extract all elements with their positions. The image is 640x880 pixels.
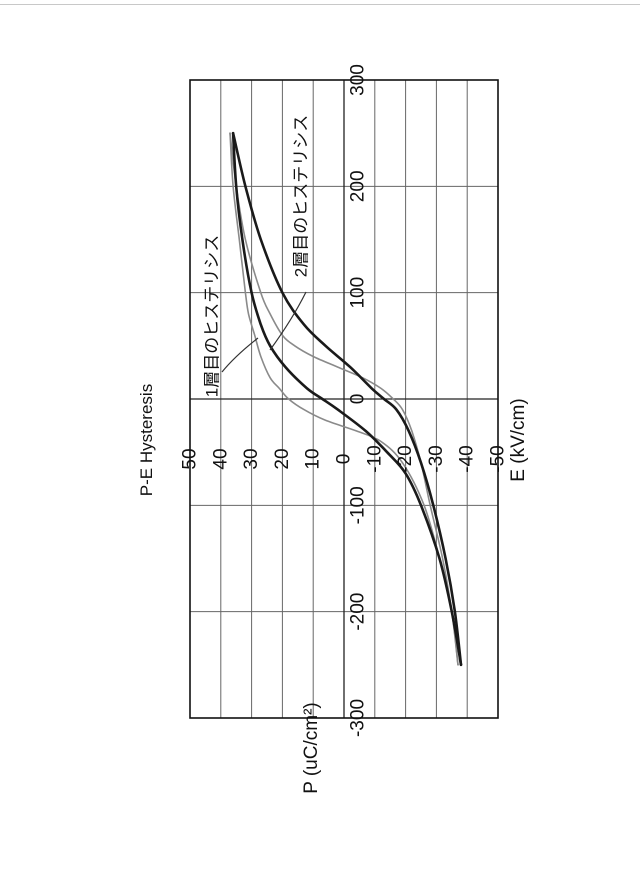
e-tick-label-2: -100: [348, 486, 369, 524]
top-border-line: [0, 4, 640, 5]
annotation-leader-1: [269, 291, 307, 351]
e-tick-label-3: 0: [348, 394, 369, 405]
annotation-leader-0: [221, 337, 259, 373]
p-tick-label-6: 10: [303, 448, 324, 469]
e-tick-label-6: 300: [348, 64, 369, 96]
p-tick-label-3: -20: [395, 445, 416, 472]
y-axis-label: P (uC/cm²): [301, 702, 322, 793]
annotation-label-1: 2層目のヒステリシス: [292, 115, 311, 277]
p-tick-label-4: -10: [364, 445, 385, 472]
p-tick-label-10: 50: [180, 448, 201, 469]
curves: [229, 131, 463, 667]
p-tick-label-0: -50: [488, 445, 509, 472]
e-tick-label-0: -300: [348, 699, 369, 737]
annotations: 1層目のヒステリシス 2層目のヒステリシス: [203, 115, 311, 397]
series-1-descending-line: [231, 131, 463, 667]
plot-frame: [189, 79, 499, 719]
p-tick-label-8: 30: [241, 448, 262, 469]
p-tick-label-5: 0: [334, 454, 355, 465]
p-tick-label-2: -30: [426, 445, 447, 472]
e-tick-label-5: 200: [348, 170, 369, 202]
annotation-label-0: 1層目のヒステリシス: [203, 235, 222, 397]
p-tick-label-1: -40: [457, 445, 478, 472]
e-tick-label-1: -200: [348, 593, 369, 631]
chart-title: P-E Hysteresis: [137, 384, 156, 496]
x-axis-label: E (kV/cm): [508, 398, 529, 481]
e-tick-label-4: 100: [348, 277, 369, 309]
p-tick-label-7: 20: [272, 448, 293, 469]
series-1-ascending-line: [231, 131, 463, 667]
tick-labels: -300-200-1000100200300-50-40-30-20-10010…: [180, 64, 509, 737]
p-tick-label-9: 40: [210, 448, 231, 469]
series-0-descending-line: [229, 132, 459, 666]
